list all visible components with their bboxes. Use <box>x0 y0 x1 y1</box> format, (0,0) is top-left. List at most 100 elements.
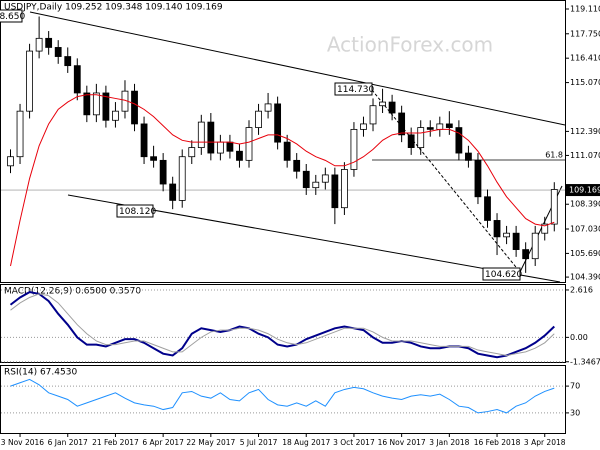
candle-body <box>512 232 520 250</box>
x-tick-label: 21 Feb 2017 <box>92 438 139 447</box>
y-tick-label: 0.00 <box>570 333 588 342</box>
candle-body <box>293 159 301 172</box>
y-tick-label: 119.110 <box>570 5 600 14</box>
rsi-title: RSI(14) 67.4530 <box>4 368 77 378</box>
candle-body <box>360 123 367 130</box>
x-tick-label: 16 Nov 2017 <box>378 438 426 447</box>
candle-body <box>369 105 377 125</box>
y-tick-label: 111.070 <box>570 151 600 160</box>
pivot-box <box>0 9 23 23</box>
candle-body <box>503 232 510 238</box>
pivot-box <box>334 82 373 96</box>
candle-body <box>226 141 234 152</box>
candle-body <box>302 170 310 189</box>
main-title: USDJPY,Daily 109.252 109.348 109.140 109… <box>4 3 223 13</box>
candle-body <box>16 110 24 158</box>
watermark: ActionForex.com <box>327 33 493 57</box>
macd-title: MACD(12,26,9) 0.6500 0.3570 <box>4 287 141 297</box>
y-tick-label: 108.390 <box>570 200 600 209</box>
fib-label: 61.8 <box>545 151 563 160</box>
candle-body <box>484 196 491 221</box>
y-tick-label: 116.410 <box>570 54 600 63</box>
candle-body <box>455 127 463 154</box>
candle-body <box>283 141 291 161</box>
candle-body <box>379 101 386 107</box>
candle-body <box>169 183 177 201</box>
candle-body <box>245 127 253 161</box>
candle-body <box>197 121 205 149</box>
x-tick-label: 5 Jul 2017 <box>240 438 278 447</box>
candle-body <box>140 123 148 158</box>
candle-body <box>54 47 62 57</box>
pivot-label: 104.620 <box>485 270 522 280</box>
y-tick-label: 105.690 <box>570 249 600 258</box>
candle-body <box>255 110 262 128</box>
candle-body <box>45 37 53 48</box>
candle-body <box>398 112 406 136</box>
candle-body <box>407 134 415 149</box>
x-tick-label: 23 Nov 2016 <box>0 438 44 447</box>
candle-body <box>541 223 549 234</box>
candle-body <box>426 127 434 130</box>
candle-body <box>445 123 453 128</box>
candle-body <box>188 147 196 158</box>
candle-body <box>159 159 167 185</box>
candle-body <box>522 249 530 260</box>
pivot-box <box>116 204 154 218</box>
line <box>10 293 555 356</box>
candle-body <box>7 156 14 167</box>
candle-body <box>264 103 272 112</box>
candle-body <box>493 220 501 238</box>
candle-body <box>131 90 138 125</box>
channel-upper <box>29 11 566 126</box>
candle-body <box>236 150 243 161</box>
candle-body <box>92 92 100 116</box>
candle-body <box>102 92 110 121</box>
candle-body <box>112 110 119 121</box>
candle-body <box>64 56 72 67</box>
pivot-label: 118.650 <box>0 12 25 22</box>
candle-body <box>312 181 320 189</box>
candle-body <box>321 174 329 183</box>
pivot-box <box>482 267 521 281</box>
candle-body <box>178 156 186 201</box>
current-price-label: 109.169 <box>569 186 600 195</box>
y-tick-label: 107.030 <box>570 225 600 234</box>
x-tick-label: 22 May 2017 <box>186 438 235 447</box>
line <box>9 291 555 359</box>
y-tick-label: -1.3467 <box>570 357 600 366</box>
line <box>10 94 555 267</box>
y-tick-label: 115.070 <box>570 78 600 87</box>
y-tick-label: 70 <box>570 382 580 391</box>
y-tick-label: 2.616 <box>570 285 593 294</box>
candle-body <box>150 156 158 161</box>
candle-body <box>274 103 282 143</box>
candle-body <box>417 127 425 149</box>
main-frame <box>0 0 566 283</box>
candle-body <box>350 128 358 170</box>
candle-body <box>388 101 396 114</box>
current-price-box <box>566 184 600 197</box>
x-tick-label: 3 Apr 2018 <box>524 438 566 447</box>
y-tick-label: 117.750 <box>570 29 600 38</box>
candle-body <box>550 189 558 225</box>
x-tick-label: 18 Aug 2017 <box>282 438 330 447</box>
line <box>10 378 555 414</box>
candle-body <box>26 50 33 112</box>
candle-body <box>331 174 339 209</box>
candle-body <box>474 159 482 198</box>
x-tick-label: 3 Jan 2018 <box>429 438 469 447</box>
candle-body <box>216 141 224 154</box>
candle-body <box>73 65 81 94</box>
pivot-label: 114.730 <box>337 85 374 95</box>
x-tick-label: 3 Oct 2017 <box>333 438 375 447</box>
candle-body <box>83 92 91 116</box>
y-tick-label: 112.390 <box>570 127 600 136</box>
y-tick-label: 30 <box>570 408 580 417</box>
y-tick-label: 104.390 <box>570 273 600 282</box>
dashed-trend <box>371 89 521 273</box>
candle-body <box>465 152 472 161</box>
candle-body <box>340 169 348 209</box>
